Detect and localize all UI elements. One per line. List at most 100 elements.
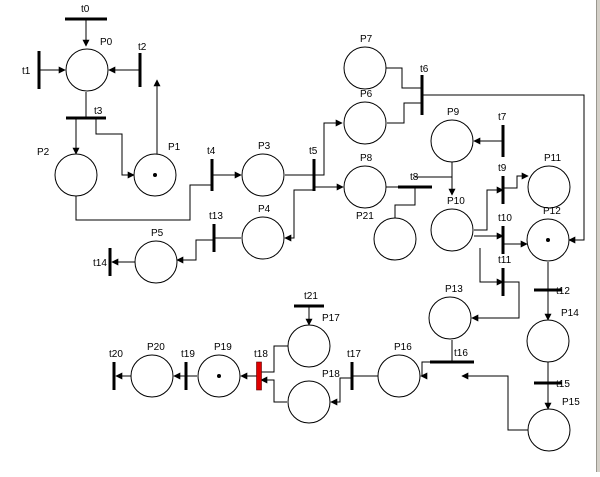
place-label-p10: P10 <box>447 196 465 207</box>
arc-p15-t16 <box>461 372 528 431</box>
place-circle[interactable] <box>65 48 109 92</box>
transition-t15[interactable] <box>534 381 562 385</box>
transition-label-t12: t12 <box>556 286 570 297</box>
place-p14[interactable] <box>526 319 570 363</box>
arc-t17-p18 <box>330 377 352 406</box>
place-p9[interactable] <box>430 119 474 163</box>
transition-t1[interactable] <box>37 51 41 89</box>
place-circle[interactable] <box>54 153 98 197</box>
place-label-p16: P16 <box>394 342 412 353</box>
place-p11[interactable] <box>527 165 571 209</box>
place-p6[interactable] <box>343 101 387 145</box>
transition-label-t3: t3 <box>94 106 103 117</box>
transition-t19[interactable] <box>184 362 188 390</box>
place-circle[interactable] <box>287 380 331 424</box>
place-circle[interactable] <box>241 153 285 197</box>
place-p21[interactable] <box>373 217 417 261</box>
transition-t12[interactable] <box>534 288 562 292</box>
transition-t6[interactable] <box>420 75 424 115</box>
place-p15[interactable] <box>527 408 571 452</box>
transition-t5[interactable] <box>312 159 316 191</box>
arc-t3-p1 <box>95 118 135 179</box>
transition-t2[interactable] <box>138 53 142 87</box>
transition-label-t4: t4 <box>207 146 216 157</box>
place-p17[interactable] <box>287 324 331 368</box>
transition-t10[interactable] <box>501 226 505 254</box>
transition-label-t7: t7 <box>498 112 507 123</box>
place-p18[interactable] <box>287 380 331 424</box>
place-p19[interactable] <box>197 354 241 398</box>
transition-label-t17: t17 <box>347 349 361 360</box>
arc-p2-t4 <box>75 184 212 221</box>
transition-t7[interactable] <box>501 125 505 157</box>
transition-label-t21: t21 <box>304 291 318 302</box>
transition-t21[interactable] <box>294 304 324 308</box>
arc-t9-p11 <box>503 172 529 189</box>
place-label-p9: P9 <box>447 107 460 118</box>
place-p3[interactable] <box>241 153 285 197</box>
place-p16[interactable] <box>377 354 421 398</box>
places-layer <box>54 46 571 452</box>
place-circle[interactable] <box>430 119 474 163</box>
transition-t14[interactable] <box>108 248 112 276</box>
token-dot <box>546 238 550 242</box>
transition-t16[interactable] <box>430 360 474 364</box>
place-circle[interactable] <box>343 46 387 90</box>
place-p5[interactable] <box>134 240 178 284</box>
arc-p10-t9 <box>474 186 504 231</box>
arc-t5-p4 <box>284 189 314 242</box>
transition-t3[interactable] <box>66 116 106 120</box>
transition-label-t1: t1 <box>22 66 31 77</box>
place-p1[interactable] <box>133 153 177 197</box>
place-p0[interactable] <box>65 48 109 92</box>
place-circle[interactable] <box>527 408 571 452</box>
place-circle[interactable] <box>287 324 331 368</box>
transition-t13[interactable] <box>212 224 216 252</box>
arc-p17-t18 <box>261 345 288 373</box>
transition-t18[interactable] <box>256 361 262 391</box>
place-circle[interactable] <box>526 319 570 363</box>
place-p4[interactable] <box>241 216 285 260</box>
place-circle[interactable] <box>430 208 474 252</box>
transition-label-t15: t15 <box>556 379 570 390</box>
place-p12[interactable] <box>526 218 570 262</box>
transition-t17[interactable] <box>350 362 354 390</box>
place-circle[interactable] <box>343 165 387 209</box>
place-p10[interactable] <box>430 208 474 252</box>
place-circle[interactable] <box>343 101 387 145</box>
place-circle[interactable] <box>130 354 174 398</box>
place-label-p7: P7 <box>360 34 373 45</box>
place-circle[interactable] <box>134 240 178 284</box>
place-p7[interactable] <box>343 46 387 90</box>
place-p20[interactable] <box>130 354 174 398</box>
place-p13[interactable] <box>428 296 472 340</box>
place-label-p1: P1 <box>168 142 181 153</box>
arc-p6-t6 <box>387 102 422 124</box>
transition-t11[interactable] <box>501 268 505 296</box>
place-label-p15: P15 <box>562 397 580 408</box>
transition-label-t5: t5 <box>309 146 318 157</box>
place-circle[interactable] <box>428 296 472 340</box>
place-circle[interactable] <box>377 354 421 398</box>
transition-label-t16: t16 <box>454 348 468 359</box>
transition-t4[interactable] <box>210 159 214 191</box>
transition-t9[interactable] <box>501 176 505 204</box>
transition-t0[interactable] <box>65 17 107 21</box>
transition-t20[interactable] <box>112 362 116 390</box>
transition-label-t9: t9 <box>498 163 507 174</box>
arc-p21-t8 <box>394 187 416 218</box>
place-circle[interactable] <box>373 217 417 261</box>
place-label-p0: P0 <box>100 37 113 48</box>
arc-t5-p6 <box>314 119 343 176</box>
place-p2[interactable] <box>54 153 98 197</box>
transition-label-t18: t18 <box>254 349 268 360</box>
place-circle[interactable] <box>527 165 571 209</box>
place-p8[interactable] <box>343 165 387 209</box>
transition-t8[interactable] <box>398 185 432 189</box>
place-circle[interactable] <box>241 216 285 260</box>
transition-label-t2: t2 <box>138 42 147 53</box>
transition-label-t19: t19 <box>181 349 195 360</box>
place-label-p8: P8 <box>360 153 373 164</box>
